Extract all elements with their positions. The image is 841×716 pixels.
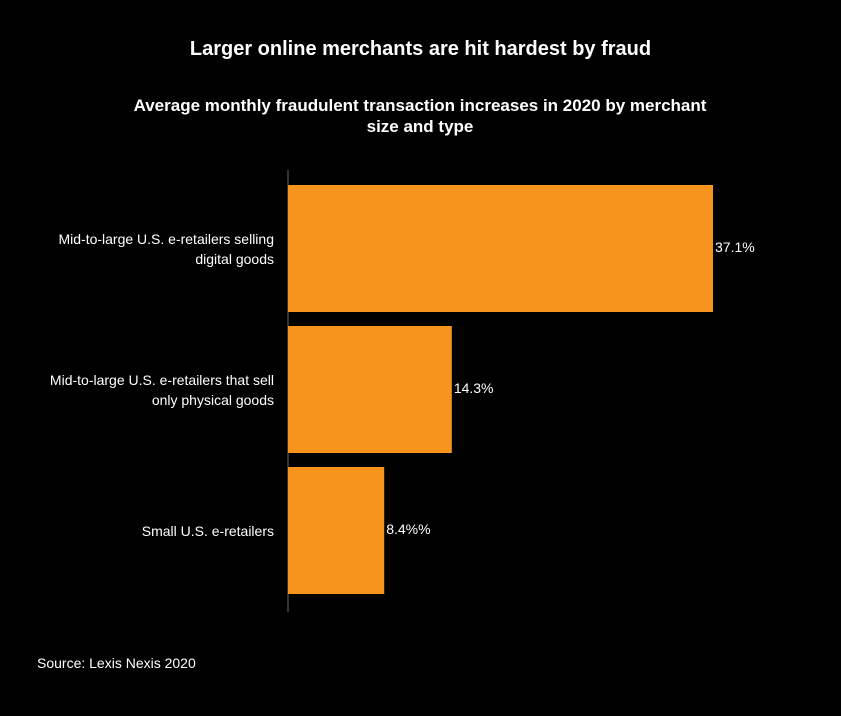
category-label-digital-goods: Mid-to-large U.S. e-retailers selling di… <box>58 230 274 267</box>
bar-small-retailers <box>288 467 385 594</box>
bar-physical-goods <box>288 326 452 453</box>
chart-title: Larger online merchants are hit hardest … <box>189 38 652 60</box>
source-note: Source: Lexis Nexis 2020 <box>37 655 196 671</box>
chart-subtitle: Average monthly fraudulent transaction i… <box>133 96 707 136</box>
category-label-physical-goods: Mid-to-large U.S. e-retailers that sell … <box>49 371 274 408</box>
data-label-physical-goods: 14.3% <box>453 379 494 396</box>
data-label-digital-goods: 37.1% <box>715 238 755 255</box>
data-label-small-retailers: 8.4%% <box>386 520 431 537</box>
category-label-small-retailers: Small U.S. e-retailers <box>141 522 274 539</box>
bar-digital-goods <box>288 185 713 312</box>
